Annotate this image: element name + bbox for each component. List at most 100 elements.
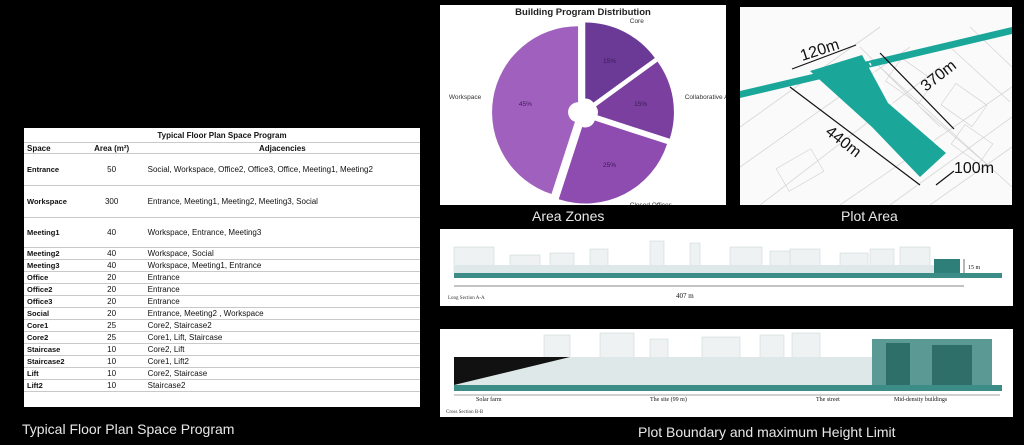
table-row: Core1 25 Core2, Staircase2	[24, 319, 420, 332]
pie-value-label: 15%	[603, 58, 616, 65]
cell-space: Meeting1	[24, 217, 79, 248]
pie-value-label: 45%	[519, 101, 532, 108]
cell-space: Workspace	[24, 185, 79, 218]
table-row: Social 20 Entrance, Meeting2 , Workspace	[24, 307, 420, 320]
cell-area: 40	[78, 259, 145, 272]
table-row: Meeting3 40 Workspace, Meeting1, Entrance	[24, 259, 420, 272]
cross-section-panel: Solar farm The site (99 m) The street Mi…	[440, 329, 1013, 417]
cross-section-drawing: Solar farm The site (99 m) The street Mi…	[440, 329, 1013, 417]
cell-space: Office3	[24, 295, 79, 308]
cell-area: 300	[78, 185, 145, 218]
zone-solar-farm: Solar farm	[476, 396, 502, 403]
table-row: Office3 20 Entrance	[24, 295, 420, 308]
cell-adjacencies: Social, Workspace, Office2, Office3, Off…	[144, 153, 420, 186]
cell-area: 20	[78, 283, 145, 296]
pie-category-label: Workspace	[449, 94, 482, 101]
header-adjacencies: Adjacencies	[144, 143, 420, 154]
cell-area: 25	[78, 331, 145, 344]
sections-caption: Plot Boundary and maximum Height Limit	[638, 424, 896, 440]
cell-area: 25	[78, 319, 145, 332]
long-section-panel: 15 m 407 m Long Section A-A	[440, 229, 1013, 306]
cell-space: Staircase	[24, 343, 79, 356]
table-row: Staircase2 10 Core1, Lift2	[24, 355, 420, 368]
cell-adjacencies: Core2, Lift	[144, 343, 420, 356]
pie-category-label: Core	[630, 18, 644, 25]
site-area	[810, 55, 946, 177]
cell-area: 10	[78, 343, 145, 356]
cell-adjacencies: Core1, Lift2	[144, 355, 420, 368]
pie-chart-panel: Building Program Distribution 15% Core 15%…	[440, 5, 738, 209]
cell-space: Lift2	[24, 379, 79, 392]
table-caption: Typical Floor Plan Space Program	[22, 421, 235, 437]
table-row: Meeting2 40 Workspace, Social	[24, 247, 420, 260]
pie-category-label: Closed Offices	[630, 202, 673, 205]
cell-adjacencies: Core2, Staircase	[144, 367, 420, 380]
cell-space: Core2	[24, 331, 79, 344]
long-section-label: Long Section A-A	[448, 296, 485, 301]
table-row: Office 20 Entrance	[24, 271, 420, 284]
cell-area: 20	[78, 307, 145, 320]
header-area: Area (m²)	[78, 143, 145, 154]
pie-title: Building Program Distribution	[515, 7, 651, 18]
long-section-drawing: 15 m 407 m Long Section A-A	[440, 229, 1013, 306]
dimension-100m: 100m	[954, 160, 994, 177]
table-row: Lift2 10 Staircase2	[24, 379, 420, 392]
table-row: Core2 25 Core1, Lift, Staircase	[24, 331, 420, 344]
pie-category-label: Collaborative Area	[685, 94, 726, 101]
cell-space: Social	[24, 307, 79, 320]
cell-adjacencies: Workspace, Entrance, Meeting3	[144, 217, 420, 248]
table-header-row: Space Area (m²) Adjacencies	[24, 143, 420, 154]
space-program-table: Typical Floor Plan Space Program Space A…	[24, 128, 420, 392]
table-row: Lift 10 Core2, Staircase	[24, 367, 420, 380]
cell-space: Office	[24, 271, 79, 284]
space-program-table-panel: Typical Floor Plan Space Program Space A…	[24, 128, 420, 407]
pie-slice-core	[585, 22, 655, 103]
cell-space: Meeting2	[24, 247, 79, 260]
cross-section-label: Cross Section B-B	[446, 410, 484, 415]
cell-area: 20	[78, 295, 145, 308]
cell-area: 10	[78, 355, 145, 368]
table-body: Entrance 50 Social, Workspace, Office2, Of…	[24, 153, 420, 392]
pie-caption: Area Zones	[532, 208, 605, 224]
plot-caption: Plot Area	[841, 208, 898, 224]
cell-area: 50	[78, 153, 145, 186]
zone-the-street: The street	[816, 397, 840, 403]
cell-adjacencies: Entrance	[144, 295, 420, 308]
cell-area: 20	[78, 271, 145, 284]
plot-area-panel: 120m 370m 440m 100m	[739, 7, 1013, 206]
cell-adjacencies: Entrance	[144, 283, 420, 296]
cell-area: 40	[78, 217, 145, 248]
header-space: Space	[24, 143, 79, 154]
cell-space: Entrance	[24, 153, 79, 186]
cell-adjacencies: Staircase2	[144, 379, 420, 392]
cell-adjacencies: Entrance, Meeting1, Meeting2, Meeting3, …	[144, 185, 420, 218]
cell-space: Staircase2	[24, 355, 79, 368]
cell-adjacencies: Workspace, Meeting1, Entrance	[144, 259, 420, 272]
long-section-length: 407 m	[676, 292, 694, 300]
table-row: Meeting1 40 Workspace, Entrance, Meeting3	[24, 217, 420, 248]
table-title: Typical Floor Plan Space Program	[24, 128, 420, 143]
table-row: Workspace 300 Entrance, Meeting1, Meeting2…	[24, 185, 420, 218]
cell-adjacencies: Entrance, Meeting2 , Workspace	[144, 307, 420, 320]
cell-adjacencies: Core1, Lift, Staircase	[144, 331, 420, 344]
pie-value-label: 15%	[634, 101, 647, 108]
zone-the-site: The site (99 m)	[650, 396, 687, 403]
cell-area: 10	[78, 379, 145, 392]
cell-adjacencies: Workspace, Social	[144, 247, 420, 260]
table-row: Entrance 50 Social, Workspace, Office2, Of…	[24, 153, 420, 186]
pie-slice-closed-offices	[558, 120, 668, 204]
cell-space: Meeting3	[24, 259, 79, 272]
cell-space: Lift	[24, 367, 79, 380]
pie-chart: Building Program Distribution 15% Core 15%…	[449, 7, 738, 209]
road-strip	[740, 27, 1012, 98]
long-section-height: 15 m	[968, 265, 981, 271]
cell-adjacencies: Entrance	[144, 271, 420, 284]
cell-space: Office2	[24, 283, 79, 296]
zone-mid-density: Mid-density buildings	[894, 397, 948, 403]
cell-area: 40	[78, 247, 145, 260]
table-row: Staircase 10 Core2, Lift	[24, 343, 420, 356]
plot-area-map: 120m 370m 440m 100m	[739, 7, 1013, 206]
cell-space: Core1	[24, 319, 79, 332]
cell-adjacencies: Core2, Staircase2	[144, 319, 420, 332]
pie-slice-workspace	[492, 26, 579, 195]
